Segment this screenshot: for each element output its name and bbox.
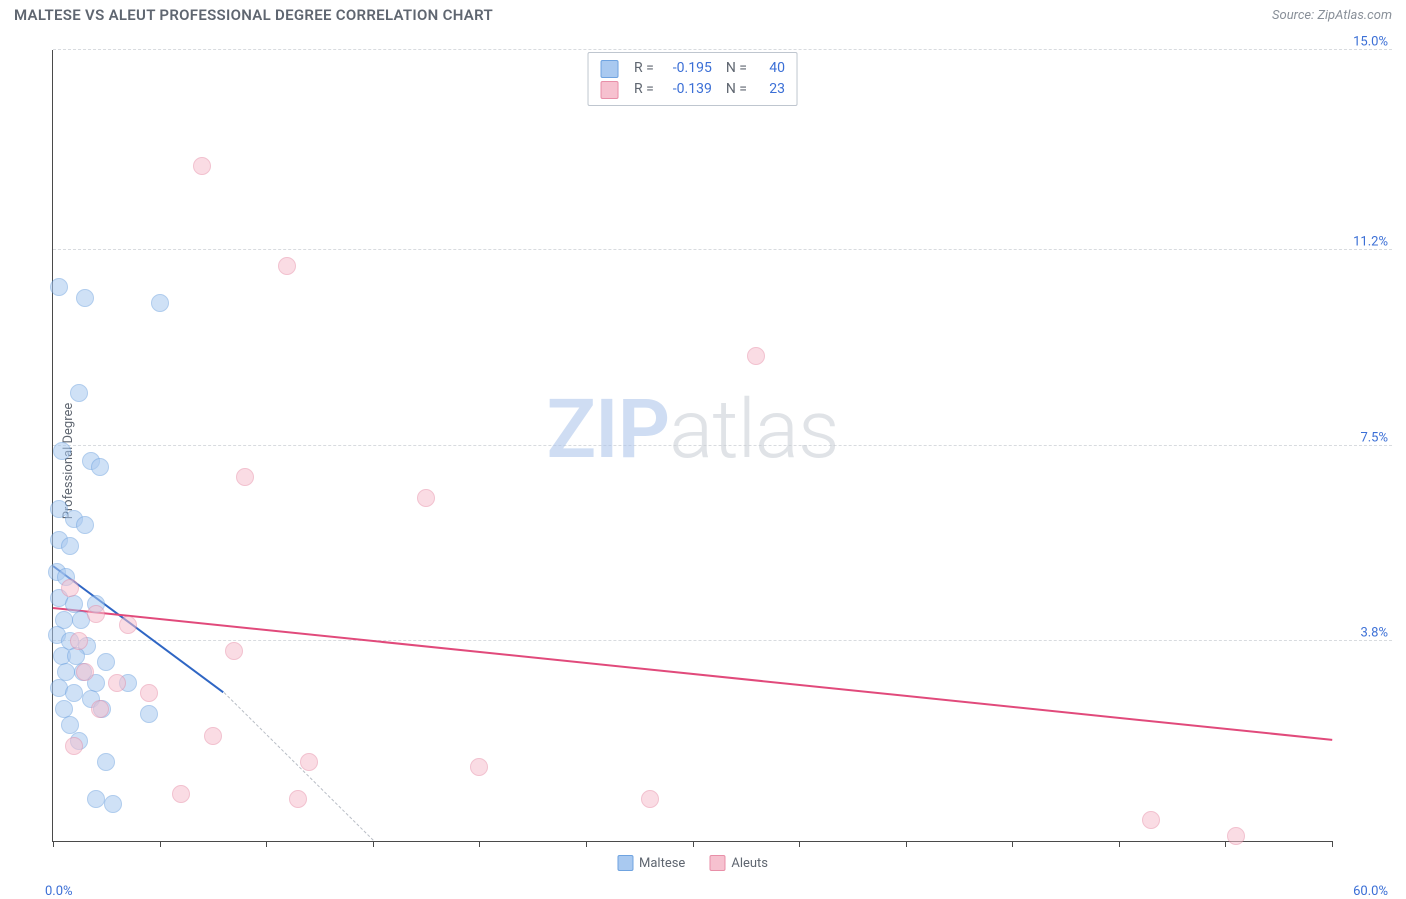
legend-item-aleuts: Aleuts [709,855,768,871]
gridline-h [53,49,1392,50]
data-point [50,278,68,296]
r-value-aleuts: -0.139 [664,79,712,100]
swatch-icon [600,81,618,99]
watermark: ZIPatlas [546,382,838,478]
data-point [104,795,122,813]
data-point [76,516,94,534]
data-point [140,684,158,702]
x-tick [1332,841,1333,847]
chart-title: MALTESE VS ALEUT PROFESSIONAL DEGREE COR… [14,6,493,24]
data-point [193,157,211,175]
data-point [61,579,79,597]
data-point [108,674,126,692]
swatch-icon [600,60,618,78]
data-point [65,684,83,702]
x-tick [906,841,907,847]
data-point [87,605,105,623]
data-point [172,785,190,803]
n-value-aleuts: 23 [757,79,785,100]
x-tick [1119,841,1120,847]
data-point [91,458,109,476]
plot-area: ZIPatlas R = -0.195 N = 40 R = -0.139 N … [52,50,1332,842]
chart-header: MALTESE VS ALEUT PROFESSIONAL DEGREE COR… [0,0,1406,34]
data-point [70,632,88,650]
x-tick [1225,841,1226,847]
correlation-stats-box: R = -0.195 N = 40 R = -0.139 N = 23 [587,52,798,106]
data-point [97,753,115,771]
x-tick [586,841,587,847]
data-point [225,642,243,660]
swatch-icon [709,855,725,871]
gridline-h [53,445,1392,446]
data-point [204,727,222,745]
n-value-maltese: 40 [757,58,785,79]
legend-item-maltese: Maltese [617,855,685,871]
data-point [1142,811,1160,829]
data-point [76,289,94,307]
x-tick [479,841,480,847]
y-tick-label: 7.5% [1336,430,1388,445]
data-point [65,737,83,755]
data-point [53,442,71,460]
chart-source: Source: ZipAtlas.com [1272,8,1392,23]
trend-line [223,693,373,841]
data-point [289,790,307,808]
data-point [747,347,765,365]
data-point [140,705,158,723]
y-tick-label: 15.0% [1336,35,1388,50]
data-point [61,537,79,555]
chart-container: Professional Degree ZIPatlas R = -0.195 … [14,40,1392,882]
stats-row-maltese: R = -0.195 N = 40 [600,58,785,79]
x-tick [1012,841,1013,847]
x-tick [53,841,54,847]
data-point [236,468,254,486]
data-point [97,653,115,671]
x-tick [160,841,161,847]
data-point [151,294,169,312]
data-point [470,758,488,776]
data-point [641,790,659,808]
data-point [87,790,105,808]
legend-bottom: Maltese Aleuts [617,855,768,871]
r-value-maltese: -0.195 [664,58,712,79]
stats-row-aleuts: R = -0.139 N = 23 [600,79,785,100]
data-point [76,663,94,681]
trend-line [53,607,1332,741]
data-point [300,753,318,771]
data-point [70,384,88,402]
gridline-h [53,249,1392,250]
swatch-icon [617,855,633,871]
x-tick [266,841,267,847]
y-tick-label: 11.2% [1336,235,1388,250]
y-tick-label: 3.8% [1336,625,1388,640]
data-point [278,257,296,275]
data-point [119,616,137,634]
gridline-h [53,640,1392,641]
data-point [91,700,109,718]
data-point [417,489,435,507]
x-tick [799,841,800,847]
x-tick [693,841,694,847]
data-point [1227,827,1245,845]
x-tick [373,841,374,847]
